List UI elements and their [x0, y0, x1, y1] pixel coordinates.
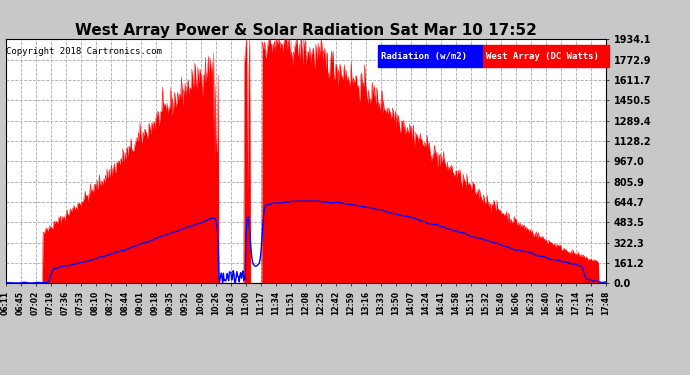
FancyBboxPatch shape: [483, 45, 609, 68]
Text: West Array (DC Watts): West Array (DC Watts): [486, 52, 599, 61]
FancyBboxPatch shape: [377, 45, 483, 68]
Text: Copyright 2018 Cartronics.com: Copyright 2018 Cartronics.com: [6, 47, 162, 56]
Text: Radiation (w/m2): Radiation (w/m2): [381, 52, 466, 61]
Title: West Array Power & Solar Radiation Sat Mar 10 17:52: West Array Power & Solar Radiation Sat M…: [75, 23, 537, 38]
